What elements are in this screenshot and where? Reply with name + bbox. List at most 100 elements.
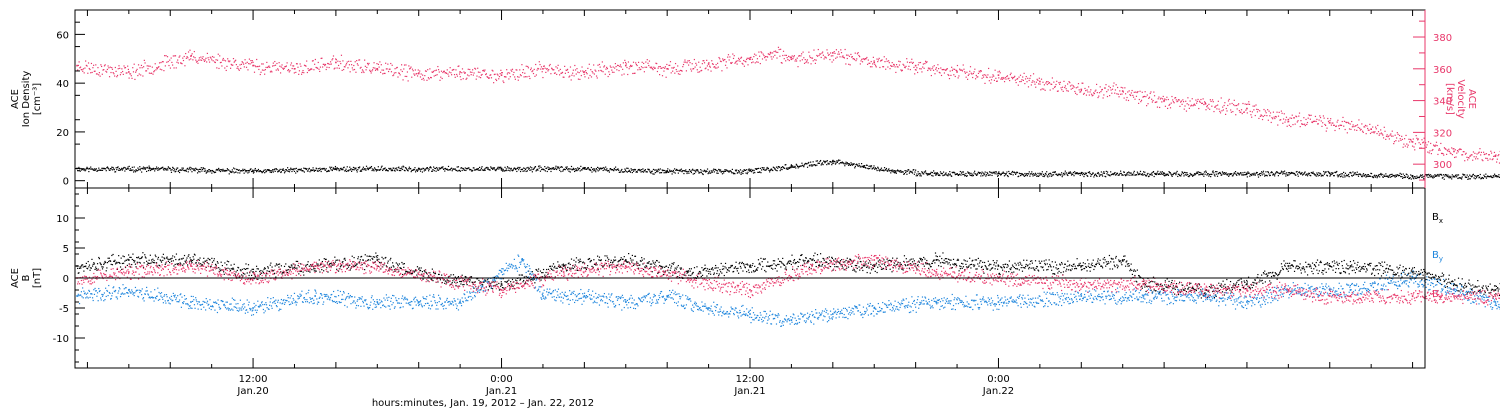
trace-dot [681, 70, 683, 72]
trace-dot [276, 62, 278, 65]
trace-dot [1378, 174, 1380, 176]
trace-dot [1094, 173, 1096, 176]
trace-dot [1343, 174, 1345, 176]
trace-dot [470, 74, 472, 76]
trace-dot [684, 170, 686, 172]
trace-dot [135, 70, 137, 72]
trace-dot [706, 65, 709, 67]
trace-dot [688, 172, 690, 174]
trace-dot [112, 166, 114, 169]
trace-dot [986, 171, 988, 174]
trace-dot [193, 50, 195, 53]
trace-dot [368, 167, 370, 170]
trace-dot [562, 170, 564, 172]
trace-dot [875, 168, 877, 170]
trace-dot [990, 172, 993, 174]
trace-dot [624, 59, 626, 61]
trace-dot [1261, 171, 1263, 173]
trace-dot [399, 167, 401, 170]
trace-dot [751, 62, 753, 64]
trace-dot [492, 70, 494, 72]
trace-dot [804, 163, 806, 165]
data-point [1246, 172, 1248, 175]
trace-dot [719, 58, 721, 60]
trace-dot [839, 162, 842, 164]
trace-dot [888, 170, 891, 172]
trace-dot [477, 71, 480, 73]
trace-dot [334, 67, 336, 69]
trace-dot [439, 167, 442, 169]
trace-dot [767, 167, 770, 169]
trace-dot [685, 171, 688, 173]
trace-dot [754, 172, 756, 174]
trace-dot [601, 167, 604, 169]
trace-dot [252, 169, 254, 171]
trace-dot [306, 71, 308, 74]
trace-dot [1011, 170, 1014, 173]
trace-dot [610, 66, 612, 68]
trace-dot [728, 171, 730, 173]
trace-dot [750, 168, 752, 171]
trace-dot [592, 168, 594, 171]
trace-dot [172, 166, 174, 168]
trace-dot [414, 167, 416, 169]
trace-dot [713, 171, 715, 173]
trace-dot [1224, 172, 1227, 174]
trace-dot [224, 67, 226, 69]
trace-dot [139, 67, 141, 69]
trace-dot [1370, 172, 1373, 175]
trace-dot [272, 62, 274, 64]
trace-dot [1170, 173, 1172, 175]
trace-dot [1158, 173, 1160, 175]
trace-dot [641, 61, 643, 63]
trace-dot [1431, 175, 1433, 177]
trace-dot [895, 171, 897, 173]
trace-dot [425, 168, 427, 170]
trace-dot [1213, 174, 1216, 176]
trace-dot [150, 72, 152, 74]
trace-dot [577, 167, 579, 169]
trace-dot [724, 58, 726, 61]
trace-dot [448, 169, 450, 171]
trace-dot [109, 168, 112, 170]
trace-dot [1083, 175, 1085, 178]
trace-dot [970, 172, 972, 174]
trace-dot [1485, 173, 1487, 175]
trace-dot [1254, 174, 1256, 176]
trace-dot [1265, 174, 1268, 176]
trace-dot [198, 59, 200, 61]
trace-dot [419, 70, 421, 72]
trace-dot [455, 169, 457, 171]
trace-dot [418, 72, 420, 74]
trace-dot [764, 169, 766, 171]
trace-dot [1077, 173, 1079, 175]
trace-dot [341, 168, 343, 171]
trace-dot [931, 171, 933, 174]
trace-dot [459, 169, 461, 171]
trace-dot [596, 166, 599, 169]
trace-dot [383, 72, 385, 75]
trace-dot [330, 169, 332, 171]
data-point [956, 71, 958, 73]
trace-dot [144, 167, 146, 169]
trace-dot [1273, 173, 1275, 176]
trace-dot [442, 71, 444, 74]
trace-dot [890, 169, 892, 171]
trace-dot [1429, 174, 1432, 176]
trace-dot [129, 73, 131, 75]
trace-dot [768, 169, 770, 171]
trace-dot [1215, 173, 1217, 175]
trace-dot [772, 166, 774, 168]
trace-dot [784, 164, 786, 166]
trace-dot [447, 73, 449, 75]
trace-dot [1197, 171, 1199, 173]
trace-dot [849, 164, 852, 166]
trace-dot [127, 166, 129, 168]
trace-dot [469, 168, 471, 171]
trace-dot [611, 71, 614, 73]
trace-dot [246, 170, 248, 172]
trace-dot [1006, 174, 1009, 177]
trace-dot [872, 167, 874, 170]
trace-dot [185, 52, 187, 55]
trace-dot [729, 170, 731, 172]
